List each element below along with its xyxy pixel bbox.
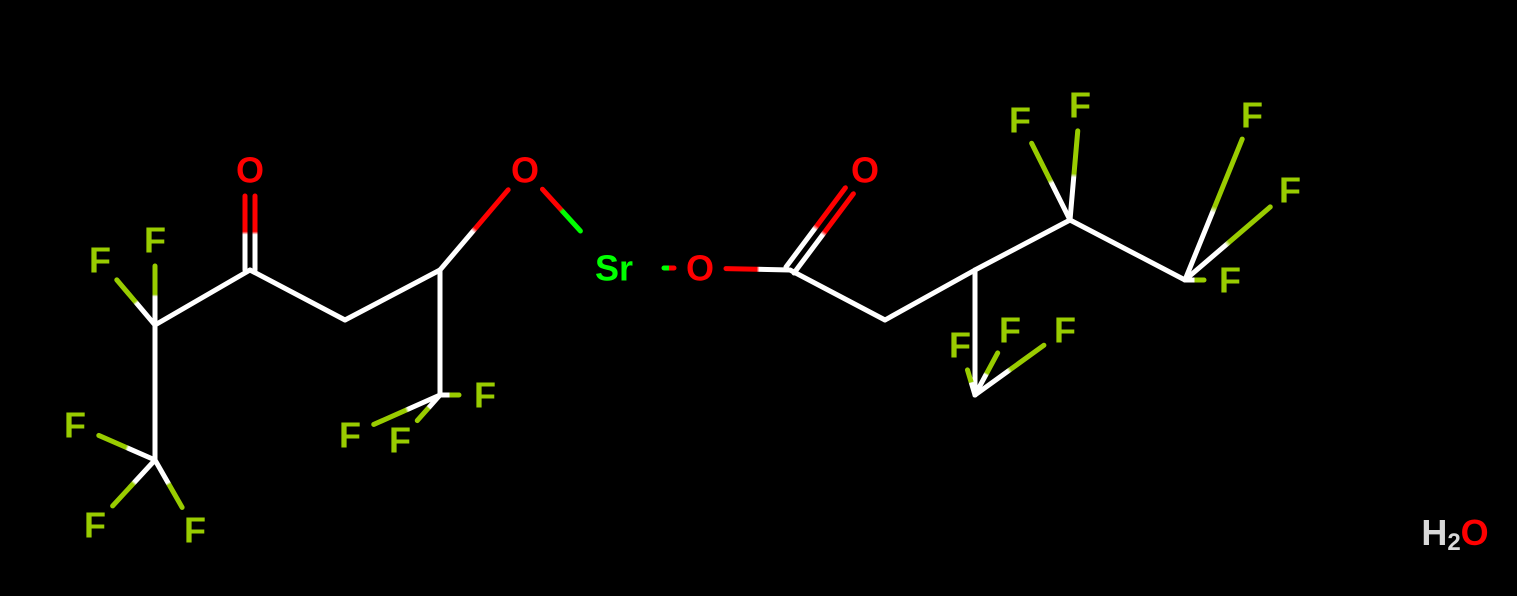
f-atom-label: F <box>144 220 166 261</box>
f-atom-label: F <box>1009 100 1031 141</box>
f-atom-label: F <box>84 505 106 546</box>
o-atom-label: O <box>511 150 539 191</box>
f-atom-label: F <box>184 510 206 551</box>
sr-atom-label: Sr <box>595 248 633 289</box>
f-atom-label: F <box>1279 170 1301 211</box>
f-atom-label: F <box>339 415 361 456</box>
f-atom-label: F <box>1219 260 1241 301</box>
f-atom-label: F <box>89 240 111 281</box>
o-atom-label: O <box>851 150 879 191</box>
f-atom-label: F <box>474 375 496 416</box>
f-atom-label: F <box>64 405 86 446</box>
o-atom-label: O <box>686 248 714 289</box>
molecule-diagram: OOSrOOFFFFFFFFFFFFFFFFH2O <box>0 0 1517 596</box>
water-label: H2O <box>1421 512 1488 556</box>
f-atom-label: F <box>999 310 1021 351</box>
f-atom-label: F <box>389 420 411 461</box>
f-atom-label: F <box>949 325 971 366</box>
f-atom-label: F <box>1069 85 1091 126</box>
f-atom-label: F <box>1054 310 1076 351</box>
o-atom-label: O <box>236 150 264 191</box>
f-atom-label: F <box>1241 95 1263 136</box>
